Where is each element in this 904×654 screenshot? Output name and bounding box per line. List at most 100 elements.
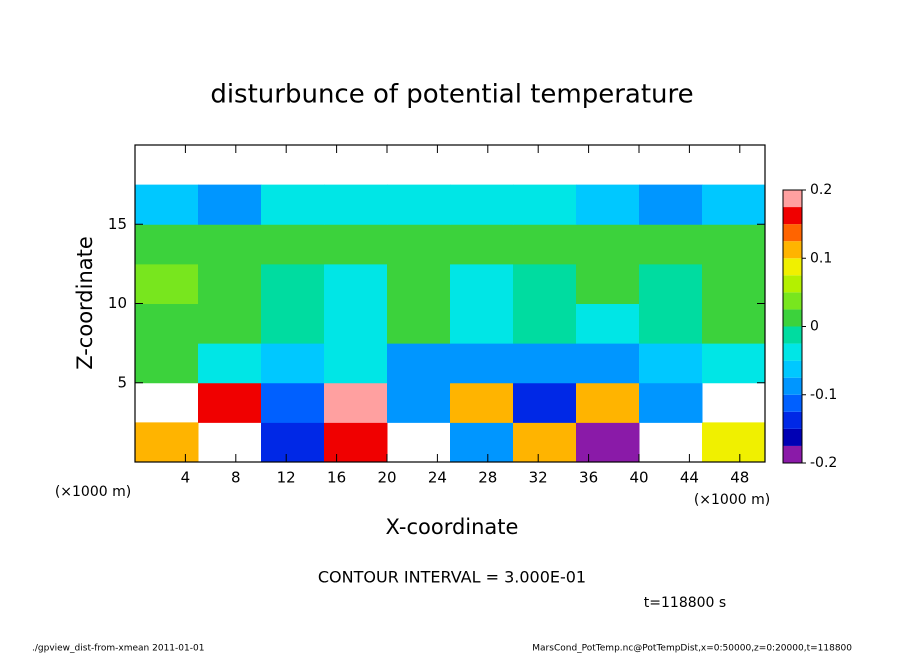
x-tick-label: 44 [680,469,699,487]
heatmap-cell [198,343,262,384]
heatmap-cell [576,343,640,384]
y-tick-label: 5 [117,373,127,391]
heatmap-cell [513,303,577,344]
heatmap-cell [513,343,577,384]
heatmap-cell [324,263,388,304]
heatmap-cell [576,263,640,304]
colorbar-segment [783,428,802,446]
heatmap-cell [702,263,766,304]
x-tick-label: 32 [529,469,548,487]
heatmap-cell [261,224,325,265]
heatmap-cell [324,343,388,384]
colorbar-segment [783,377,802,395]
heatmap-cell [198,382,262,423]
heatmap-cell [639,382,703,423]
colorbar-tick-label: 0.2 [810,182,832,198]
heatmap-cell [702,184,766,225]
x-tick-label: 4 [181,469,191,487]
heatmap-cell [261,382,325,423]
x-tick-label: 48 [730,469,749,487]
heatmap-cell [387,303,451,344]
colorbar-segment [783,224,802,242]
heatmap-cell [639,303,703,344]
heatmap-cell [135,224,199,265]
heatmap-cell [639,184,703,225]
heatmap-cell [450,382,514,423]
heatmap-cell [261,422,325,463]
heatmap-cell [135,303,199,344]
heatmap-cell [324,382,388,423]
y-tick-label: 10 [108,294,127,312]
heatmap-cell [261,263,325,304]
y-axis-label: Z-coordinate [73,236,97,370]
heatmap-cell [198,263,262,304]
colorbar-segment [783,292,802,310]
colorbar-segment [783,258,802,276]
x-axis-label: X-coordinate [386,515,519,539]
x-tick-label: 24 [428,469,447,487]
heatmap-cell [513,263,577,304]
heatmap-cell [576,382,640,423]
heatmap-cell [198,224,262,265]
footer-right: MarsCond_PotTemp.nc@PotTempDist,x=0:5000… [532,644,852,654]
colorbar-segment [783,326,802,344]
heatmap-cell [387,224,451,265]
heatmap-cell [198,184,262,225]
x-tick-label: 28 [478,469,497,487]
heatmap-cell [639,224,703,265]
chart-title: disturbunce of potential temperature [210,80,693,110]
heatmap-cell [702,343,766,384]
heatmap-cell [513,224,577,265]
x-tick-label: 16 [327,469,346,487]
heatmap-cell [324,422,388,463]
colorbar-segment [783,445,802,463]
heatmap-cell [513,382,577,423]
heatmap-cell [450,422,514,463]
heatmap-cell [261,343,325,384]
y-tick-label: 15 [108,215,127,233]
colorbar-segment [783,343,802,361]
annotation: CONTOUR INTERVAL = 3.000E-01 [318,568,586,587]
colorbar-segment [783,394,802,412]
x-tick-label: 20 [377,469,396,487]
heatmap-cell [324,303,388,344]
x-tick-label: 8 [231,469,241,487]
heatmap-cell [387,382,451,423]
heatmap-cell [702,303,766,344]
heatmap-cell [135,422,199,463]
heatmap-cell [387,343,451,384]
heatmap-cell [702,224,766,265]
colorbar-segment [783,207,802,225]
colorbar-tick-label: 0 [810,319,819,335]
heatmap-cell [261,184,325,225]
colorbar-segment [783,411,802,429]
heatmap-cell [324,184,388,225]
heatmap-cell [450,224,514,265]
heatmap-cell [135,184,199,225]
heatmap-cell [198,303,262,344]
x-unit-label: (×1000 m) [694,492,770,508]
colorbar-tick-label: -0.2 [810,455,837,471]
heatmap-cell [450,263,514,304]
y-unit-label: (×1000 m) [55,484,131,500]
heatmap-cell [513,422,577,463]
heatmap-cell [450,343,514,384]
x-tick-label: 40 [629,469,648,487]
heatmap-cell [324,224,388,265]
heatmap-cell [576,422,640,463]
heatmap-cell [702,422,766,463]
heatmap-cell [450,303,514,344]
colorbar-segment [783,360,802,378]
heatmap-cell [261,303,325,344]
colorbar-tick-label: -0.1 [810,387,837,403]
colorbar-segment [783,275,802,293]
heatmap-cell [576,303,640,344]
heatmap-cell [576,224,640,265]
heatmap-cell [135,343,199,384]
colorbar-segment [783,190,802,208]
x-tick-label: 36 [579,469,598,487]
heatmap-cell [450,184,514,225]
heatmap-cell [387,263,451,304]
colorbar-tick-label: 0.1 [810,250,832,266]
